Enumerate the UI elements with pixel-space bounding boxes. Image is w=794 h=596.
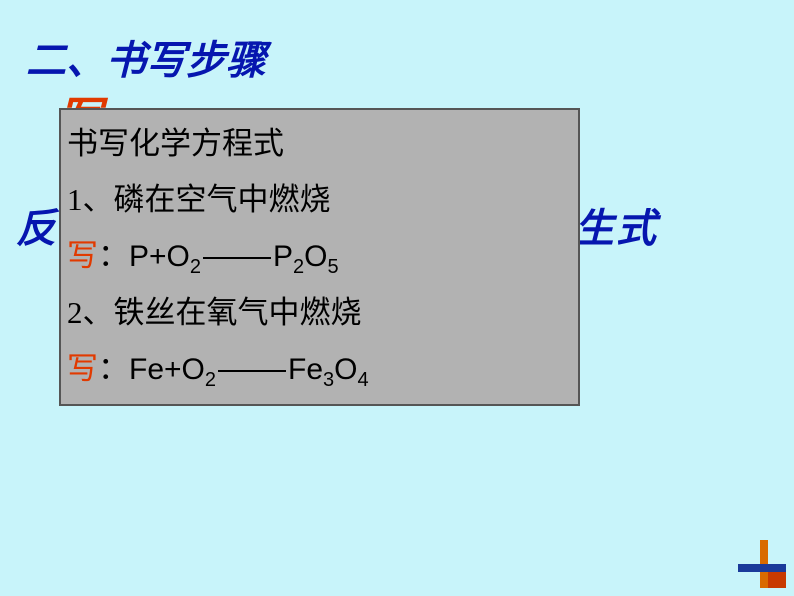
write-label: 写 (67, 238, 98, 273)
sub-2: 2 (190, 256, 201, 278)
sub-5: 5 (328, 256, 339, 278)
fe-symbol: Fe (129, 353, 164, 386)
equation-1: 写：P+O2P2O5 (67, 228, 572, 285)
sub-3: 3 (323, 369, 334, 391)
bg-text-right: 生式 (574, 196, 658, 254)
item-2-label: 2、铁丝在氧气中燃烧 (67, 285, 572, 341)
sub-2: 2 (293, 256, 304, 278)
corner-logo-icon (738, 540, 786, 588)
sub-4: 4 (358, 369, 369, 391)
plus-sign: + (164, 353, 182, 386)
o-symbol: O (182, 353, 205, 386)
formula-1: P+O2P2O5 (129, 240, 339, 273)
bg-text-left: 反 (16, 196, 56, 254)
panel-heading: 书写化学方程式 (67, 116, 572, 172)
colon: ： (98, 351, 129, 386)
colon: ： (98, 238, 129, 273)
content-panel: 书写化学方程式 1、磷在空气中燃烧 写：P+O2P2O5 2、铁丝在氧气中燃烧 … (59, 108, 580, 406)
o-symbol: O (167, 240, 190, 273)
write-label: 写 (67, 351, 98, 386)
section-title: 二、书写步骤 (26, 28, 266, 86)
equation-2: 写：Fe+O2Fe3O4 (67, 341, 572, 398)
plus-sign: + (149, 240, 167, 273)
fe-symbol: Fe (288, 353, 323, 386)
p-symbol: P (273, 240, 293, 273)
formula-2: Fe+O2Fe3O4 (129, 353, 369, 386)
reaction-dash (218, 370, 286, 372)
p-symbol: P (129, 240, 149, 273)
reaction-dash (203, 257, 271, 259)
o-symbol: O (304, 240, 327, 273)
sub-2: 2 (205, 369, 216, 391)
item-1-label: 1、磷在空气中燃烧 (67, 172, 572, 228)
o-symbol: O (334, 353, 357, 386)
